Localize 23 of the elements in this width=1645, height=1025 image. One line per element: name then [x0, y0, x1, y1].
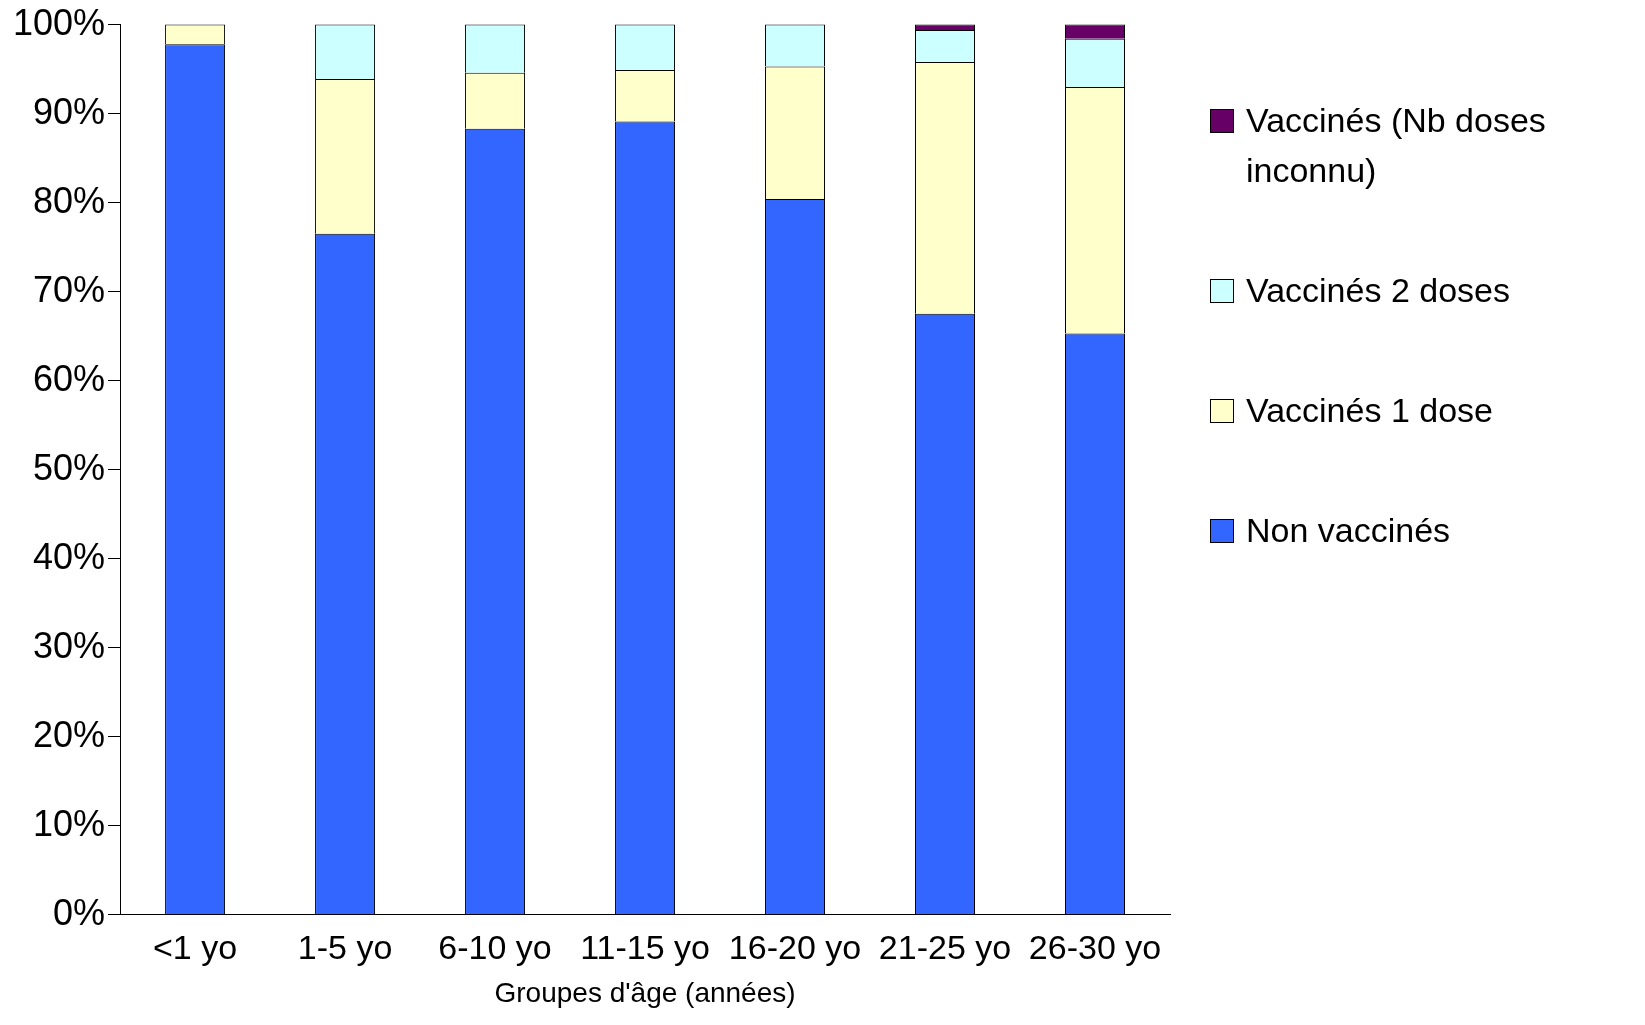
x-tick-label: 11-15 yo	[580, 928, 710, 967]
y-tick-label: 50%	[33, 446, 106, 488]
y-tick-label: 100%	[13, 1, 106, 43]
legend-label: Vaccinés 1 dose	[1246, 390, 1493, 431]
x-tick-label: 1-5 yo	[297, 928, 393, 967]
legend-label: Vaccinés 2 doses	[1246, 270, 1510, 311]
y-tick-label: 80%	[33, 179, 106, 221]
y-tick-label: 60%	[33, 357, 106, 399]
x-tick-label: 26-30 yo	[1028, 928, 1162, 967]
x-tick-label: <1 yo	[153, 928, 238, 967]
legend-label: Vaccinés (Nb doses inconnu)	[1246, 100, 1547, 191]
legend-label: Non vaccinés	[1246, 510, 1451, 551]
y-tick-label: 20%	[33, 713, 106, 755]
x-tick-label: 21-25 yo	[878, 928, 1012, 967]
x-tick-label: 6-10 yo	[438, 928, 552, 967]
x-axis-title: Groupes d'âge (années)	[494, 976, 796, 1008]
x-tick-label: 16-20 yo	[728, 928, 862, 967]
y-tick-label: 10%	[33, 802, 106, 844]
y-tick-label: 70%	[33, 268, 106, 310]
y-tick-label: 40%	[33, 535, 106, 577]
y-tick-label: 0%	[53, 891, 106, 933]
y-tick-label: 90%	[33, 90, 106, 132]
y-tick-label: 30%	[33, 624, 106, 666]
